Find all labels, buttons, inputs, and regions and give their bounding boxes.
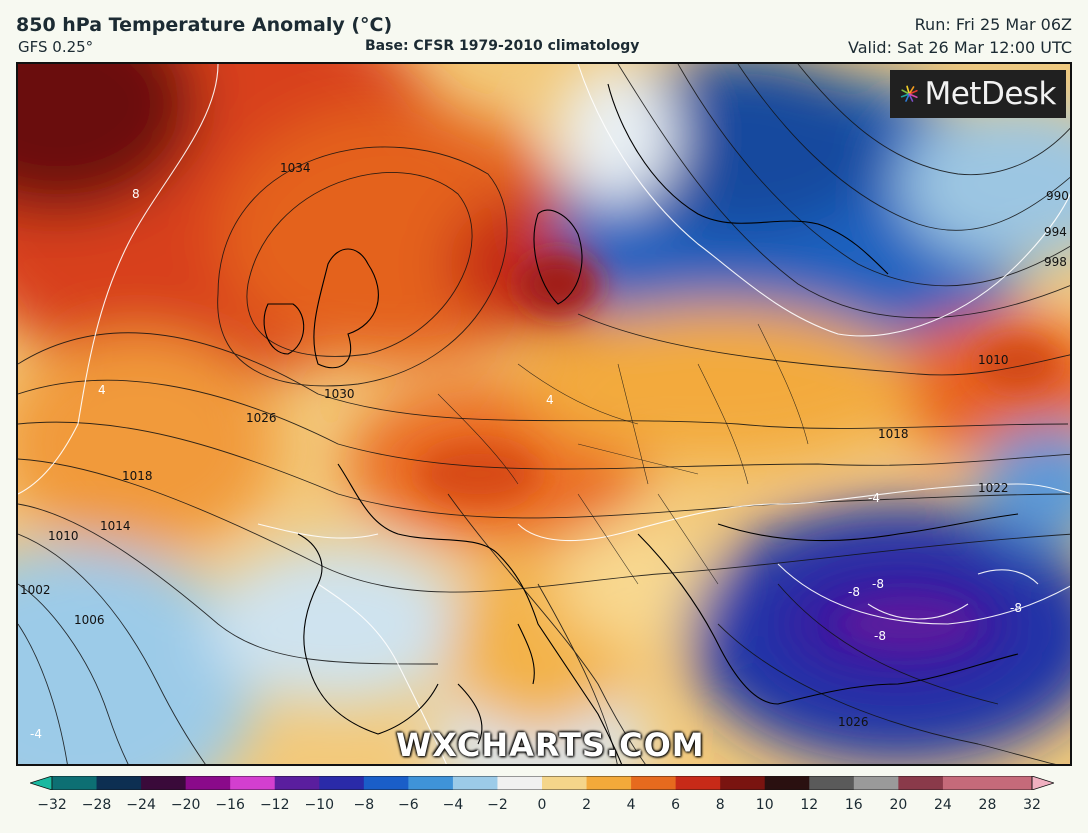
colorbar-tick-label: −24 xyxy=(126,797,156,813)
isobar-label: 990 xyxy=(1046,189,1069,203)
colorbar-segment xyxy=(408,776,454,790)
colorbar-min-arrow xyxy=(30,776,53,790)
borders xyxy=(437,323,809,585)
isobar-label: 1010 xyxy=(48,529,79,543)
anomaly-contours xyxy=(18,64,1070,764)
colorbar-segment xyxy=(96,776,142,790)
climatology-base: Base: CFSR 1979-2010 climatology xyxy=(365,38,640,54)
colorbar-tick-label: −32 xyxy=(37,797,67,813)
isobar-label: 1026 xyxy=(838,715,869,729)
colorbar-segment xyxy=(942,776,988,790)
isobar-label: 998 xyxy=(1044,255,1067,269)
metdesk-logo: MetDesk xyxy=(890,70,1066,118)
anomaly-label: -8 xyxy=(874,629,886,643)
isobar-labels: 1034 1030 1026 1018 1010 1014 1006 1002 … xyxy=(20,161,1069,729)
valid-time: Valid: Sat 26 Mar 12:00 UTC xyxy=(848,38,1072,57)
colorbar xyxy=(30,776,1054,790)
colorbar-tick-label: −2 xyxy=(487,797,508,813)
colorbar-tick-label: 10 xyxy=(755,797,774,813)
colorbar-tick-label: 16 xyxy=(844,797,863,813)
colorbar-segment xyxy=(185,776,231,790)
colorbar-tick-label: 12 xyxy=(800,797,819,813)
colorbar-tick-label: 32 xyxy=(1023,797,1041,813)
isobar-label: 1006 xyxy=(74,613,105,627)
colorbar-segment xyxy=(764,776,810,790)
logo-text: MetDesk xyxy=(924,76,1056,112)
colorbar-tick-label: −20 xyxy=(170,797,201,813)
colorbar-ticks: −32 −28 −24 −20 −16 −12 −10 −8 −6 −4 −2 0 2 4 6 8 10 12 16… xyxy=(0,794,1088,824)
isobar-label: 1014 xyxy=(100,519,131,533)
anomaly-label: -8 xyxy=(872,577,884,591)
colorbar-segment xyxy=(987,776,1033,790)
colorbar-segment xyxy=(586,776,632,790)
colorbar-tick-label: 2 xyxy=(582,797,591,813)
colorbar-tick-label: −16 xyxy=(215,797,245,813)
colorbar-segment xyxy=(853,776,899,790)
colorbar-tick-label: 0 xyxy=(537,797,547,813)
colorbar-max-arrow xyxy=(1031,776,1054,790)
colorbar-tick-label: −28 xyxy=(81,797,112,813)
isobar-label: 1026 xyxy=(246,411,277,425)
colorbar-outline xyxy=(51,776,1033,790)
temperature-field xyxy=(18,64,1070,764)
chart-title: 850 hPa Temperature Anomaly (°C) xyxy=(16,14,393,36)
colorbar-tick-label: 4 xyxy=(626,797,636,813)
colorbar-segment xyxy=(631,776,677,790)
isobar-label: 994 xyxy=(1044,225,1067,239)
anomaly-label: 8 xyxy=(132,187,140,201)
colorbar-tick-label: −6 xyxy=(398,797,419,813)
isobar-label: 1030 xyxy=(324,387,355,401)
anomaly-label: -8 xyxy=(848,585,860,599)
anomaly-map: 1034 1030 1026 1018 1010 1014 1006 1002 … xyxy=(16,62,1072,766)
colorbar-segment xyxy=(274,776,320,790)
colorbar-segment xyxy=(809,776,855,790)
isobar-label: 1018 xyxy=(122,469,153,483)
colorbar-tick-label: 6 xyxy=(671,797,681,813)
colorbar-segment xyxy=(898,776,944,790)
colorbar-segment xyxy=(230,776,276,790)
colorbar-segment xyxy=(452,776,498,790)
anomaly-label: 4 xyxy=(546,393,554,407)
colorbar-tick-label: 8 xyxy=(715,797,725,813)
colorbar-cells xyxy=(30,776,1054,790)
map-canvas: 1034 1030 1026 1018 1010 1014 1006 1002 … xyxy=(18,64,1070,764)
isobar-label: 1022 xyxy=(978,481,1009,495)
colorbar-tick-label: −4 xyxy=(442,797,464,813)
colorbar-tick-label: 24 xyxy=(933,797,952,813)
anomaly-label: 4 xyxy=(98,383,106,397)
colorbar-segment xyxy=(52,776,98,790)
anomaly-label: -4 xyxy=(30,727,42,741)
colorbar-tick-label: 28 xyxy=(978,797,997,813)
run-time: Run: Fri 25 Mar 06Z xyxy=(914,15,1072,34)
colorbar-segment xyxy=(141,776,187,790)
coastlines xyxy=(263,83,1019,764)
model-name: GFS 0.25° xyxy=(18,38,94,56)
isobar-label: 1018 xyxy=(878,427,909,441)
colorbar-segment xyxy=(720,776,766,790)
watermark: WXCHARTS.COM xyxy=(396,726,705,764)
anomaly-label: -4 xyxy=(868,491,880,505)
isobar-label: 1010 xyxy=(978,353,1009,367)
anomaly-label: -8 xyxy=(1010,601,1022,615)
pinwheel-icon xyxy=(900,85,918,102)
colorbar-segment xyxy=(675,776,721,790)
colorbar-segment xyxy=(497,776,543,790)
isobar-label: 1034 xyxy=(280,161,311,175)
isobars xyxy=(18,64,1070,764)
anomaly-labels: 8 4 -4 -8 -8 -8 -8 4 -4 xyxy=(30,187,1022,741)
colorbar-segment xyxy=(363,776,409,790)
colorbar-tick-label: 20 xyxy=(889,797,908,813)
colorbar-tick-label: −10 xyxy=(304,797,335,813)
isobar-label: 1002 xyxy=(20,583,51,597)
colorbar-segment xyxy=(542,776,588,790)
colorbar-segment xyxy=(319,776,365,790)
colorbar-tick-label: −8 xyxy=(353,797,375,813)
colorbar-tick-label: −12 xyxy=(259,797,290,813)
